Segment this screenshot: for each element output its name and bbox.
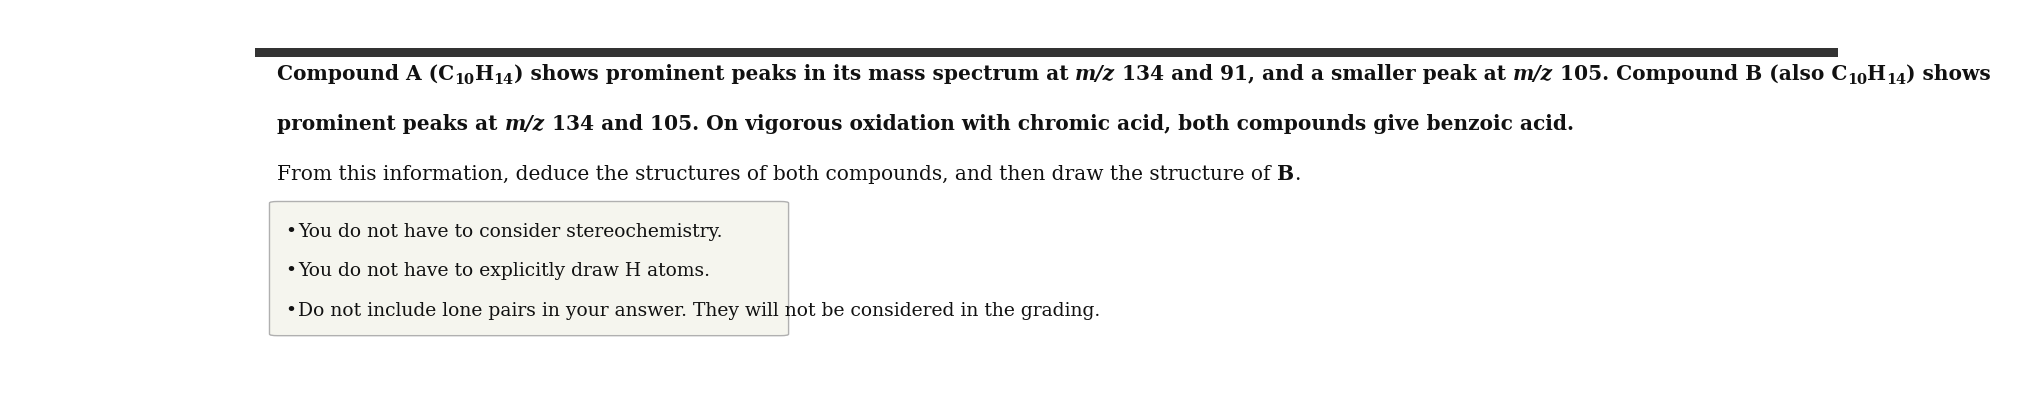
- Text: You do not have to explicitly draw H atoms.: You do not have to explicitly draw H ato…: [298, 262, 711, 280]
- Text: 10: 10: [1848, 72, 1866, 87]
- Text: 134 and 91, and a smaller peak at: 134 and 91, and a smaller peak at: [1115, 63, 1513, 84]
- Text: •: •: [286, 223, 296, 241]
- Text: Do not include lone pairs in your answer. They will not be considered in the gra: Do not include lone pairs in your answer…: [298, 302, 1101, 320]
- Text: m/z: m/z: [1513, 63, 1554, 84]
- Text: H: H: [1866, 63, 1887, 84]
- Text: •: •: [286, 262, 296, 280]
- Text: 105. Compound B (also C: 105. Compound B (also C: [1554, 63, 1848, 84]
- FancyBboxPatch shape: [270, 202, 788, 336]
- Text: 10: 10: [455, 72, 474, 87]
- Text: You do not have to consider stereochemistry.: You do not have to consider stereochemis…: [298, 223, 723, 241]
- Text: ) shows: ) shows: [1907, 63, 1991, 84]
- Text: 14: 14: [1887, 72, 1907, 87]
- Bar: [255, 48, 1838, 57]
- Text: H: H: [474, 63, 494, 84]
- Text: m/z: m/z: [1074, 63, 1115, 84]
- Text: prominent peaks at: prominent peaks at: [278, 114, 504, 134]
- Text: B: B: [1278, 164, 1295, 184]
- Text: •: •: [286, 302, 296, 320]
- Text: Compound A (C: Compound A (C: [278, 63, 455, 84]
- Text: .: .: [1295, 165, 1301, 184]
- Text: From this information, deduce the structures of both compounds, and then draw th: From this information, deduce the struct…: [278, 165, 1278, 184]
- Text: 14: 14: [494, 72, 513, 87]
- Text: m/z: m/z: [504, 114, 545, 134]
- Text: 134 and 105. On vigorous oxidation with chromic acid, both compounds give benzoi: 134 and 105. On vigorous oxidation with …: [545, 114, 1574, 134]
- Text: ) shows prominent peaks in its mass spectrum at: ) shows prominent peaks in its mass spec…: [513, 63, 1074, 84]
